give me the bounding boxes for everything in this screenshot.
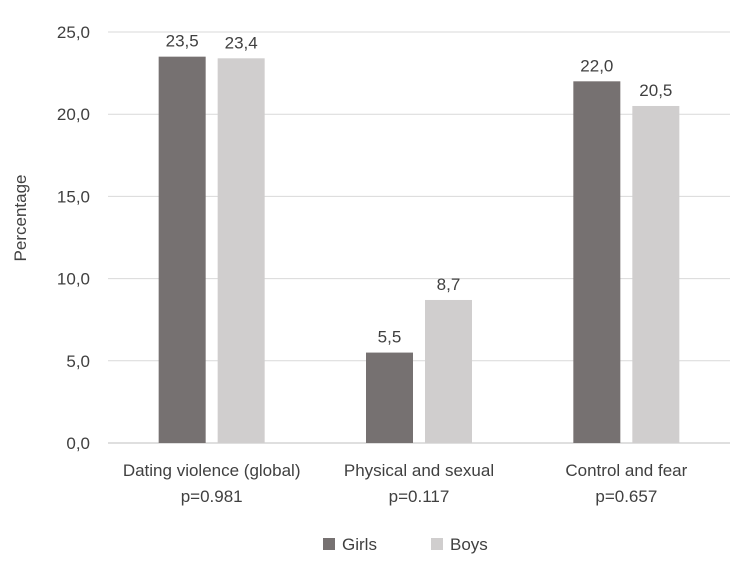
y-tick-label: 15,0: [57, 187, 90, 206]
data-label: 22,0: [580, 56, 613, 75]
data-label: 5,5: [378, 328, 402, 347]
category-pvalue: p=0.117: [389, 487, 450, 506]
category-label: Dating violence (global): [123, 461, 301, 480]
x-axis-categories: Dating violence (global) p=0.981 Physical …: [123, 461, 688, 506]
data-label: 8,7: [437, 275, 461, 294]
category-pvalue: p=0.657: [595, 487, 657, 506]
legend-swatch-girls: [323, 538, 335, 550]
bar-boys: [217, 58, 265, 443]
bar-girls: [573, 81, 621, 443]
category-label: Control and fear: [565, 461, 687, 480]
category-pvalue: p=0.981: [181, 487, 243, 506]
gridlines: [108, 31, 730, 444]
bar-boys: [632, 105, 680, 443]
bars: [158, 56, 680, 443]
data-label: 23,5: [166, 32, 199, 51]
bar-girls: [366, 352, 413, 443]
y-axis-ticks: 0,0 5,0 10,0 15,0 20,0 25,0: [57, 23, 90, 453]
y-tick-label: 10,0: [57, 270, 90, 289]
y-tick-label: 0,0: [66, 434, 90, 453]
data-labels: 23,5 23,4 5,5 8,7 22,0 20,5: [166, 32, 673, 347]
legend-label-girls: Girls: [342, 535, 377, 554]
category-label: Physical and sexual: [344, 461, 494, 480]
legend: Girls Boys: [323, 535, 488, 554]
y-tick-label: 5,0: [66, 352, 90, 371]
data-label: 23,4: [225, 33, 258, 52]
y-tick-label: 25,0: [57, 23, 90, 42]
y-axis-title: Percentage: [11, 175, 30, 262]
data-label: 20,5: [639, 81, 672, 100]
legend-label-boys: Boys: [450, 535, 488, 554]
bar-boys: [425, 299, 472, 443]
bar-girls: [158, 56, 206, 443]
y-tick-label: 20,0: [57, 105, 90, 124]
legend-swatch-boys: [431, 538, 443, 550]
